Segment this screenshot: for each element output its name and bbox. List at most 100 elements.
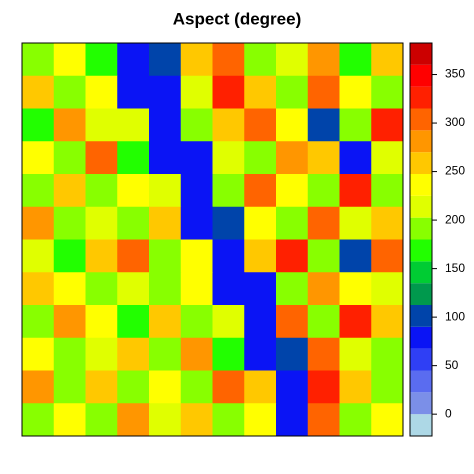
- raster-cell: [117, 337, 150, 371]
- raster-cell: [117, 403, 150, 437]
- raster-cell: [212, 403, 245, 437]
- raster-cell: [371, 141, 404, 175]
- raster-cell: [339, 206, 372, 240]
- raster-cell: [117, 43, 150, 77]
- raster-cell: [53, 206, 86, 240]
- raster-cell: [276, 370, 309, 404]
- raster-cell: [307, 239, 340, 273]
- raster-cell: [307, 272, 340, 306]
- raster-cell: [22, 403, 55, 437]
- raster-cell: [180, 272, 213, 306]
- legend-bin: [410, 64, 432, 87]
- raster-cell: [307, 337, 340, 371]
- raster-cell: [85, 305, 118, 339]
- legend-bin: [410, 261, 432, 284]
- raster-cell: [212, 272, 245, 306]
- raster-cell: [85, 370, 118, 404]
- raster-cell: [212, 108, 245, 142]
- raster-cell: [149, 239, 182, 273]
- legend-bin: [410, 239, 432, 262]
- legend-bin: [410, 108, 432, 131]
- raster-cell: [371, 337, 404, 371]
- raster-cell: [371, 370, 404, 404]
- raster-cell: [276, 272, 309, 306]
- raster-cell: [212, 337, 245, 371]
- raster-cell: [85, 174, 118, 208]
- raster-cell: [371, 403, 404, 437]
- raster-cell: [339, 43, 372, 77]
- raster-cell: [53, 239, 86, 273]
- raster-cell: [276, 75, 309, 109]
- raster-cell: [212, 141, 245, 175]
- raster-cell: [149, 75, 182, 109]
- raster-cell: [307, 370, 340, 404]
- raster-cell: [276, 141, 309, 175]
- raster-cell: [180, 43, 213, 77]
- legend-tick-label: 0: [445, 406, 452, 420]
- raster-cell: [371, 272, 404, 306]
- legend-bin: [410, 86, 432, 109]
- raster-cell: [276, 305, 309, 339]
- raster-cell: [22, 370, 55, 404]
- raster-cell: [22, 43, 55, 77]
- legend-bin: [410, 414, 432, 436]
- raster-cell: [85, 75, 118, 109]
- raster-cell: [244, 272, 277, 306]
- raster-cell: [180, 239, 213, 273]
- raster-cell: [307, 108, 340, 142]
- raster-cell: [212, 206, 245, 240]
- raster-cell: [149, 305, 182, 339]
- legend-tick-label: 300: [445, 115, 465, 129]
- raster-cell: [212, 305, 245, 339]
- raster-cell: [339, 108, 372, 142]
- raster-cell: [117, 206, 150, 240]
- raster-cell: [180, 305, 213, 339]
- raster-cell: [85, 337, 118, 371]
- raster-cell: [53, 174, 86, 208]
- raster-cell: [212, 75, 245, 109]
- raster-cell: [339, 141, 372, 175]
- legend-bin: [410, 43, 432, 65]
- raster-cell: [339, 174, 372, 208]
- raster-cell: [371, 43, 404, 77]
- raster-cell: [53, 75, 86, 109]
- raster-cell: [117, 75, 150, 109]
- raster-cell: [117, 108, 150, 142]
- raster-cell: [85, 206, 118, 240]
- raster-cell: [85, 403, 118, 437]
- raster-cell: [276, 337, 309, 371]
- raster-cell: [117, 370, 150, 404]
- legend-bin: [410, 326, 432, 349]
- legend-bin: [410, 348, 432, 371]
- raster-cell: [149, 141, 182, 175]
- raster-cell: [117, 305, 150, 339]
- raster-cell: [117, 141, 150, 175]
- raster-cell: [149, 337, 182, 371]
- raster-cell: [85, 239, 118, 273]
- raster-cell: [276, 43, 309, 77]
- raster-cell: [307, 43, 340, 77]
- raster-cell: [22, 75, 55, 109]
- raster-cell: [339, 272, 372, 306]
- chart-title: Aspect (degree): [173, 9, 301, 28]
- raster-cell: [276, 403, 309, 437]
- raster-cell: [276, 239, 309, 273]
- raster-cell: [276, 108, 309, 142]
- raster-cell: [371, 108, 404, 142]
- legend-bin: [410, 130, 432, 153]
- raster-cell: [149, 206, 182, 240]
- legend-bin: [410, 392, 432, 415]
- raster-cell: [244, 370, 277, 404]
- raster-cell: [212, 239, 245, 273]
- raster-cell: [22, 337, 55, 371]
- raster-cell: [180, 141, 213, 175]
- raster-cell: [53, 403, 86, 437]
- raster-cell: [244, 43, 277, 77]
- raster-cell: [212, 43, 245, 77]
- raster-cell: [276, 206, 309, 240]
- legend-tick-label: 200: [445, 212, 465, 226]
- legend-bin: [410, 152, 432, 174]
- raster-cell: [85, 108, 118, 142]
- raster-cell: [244, 305, 277, 339]
